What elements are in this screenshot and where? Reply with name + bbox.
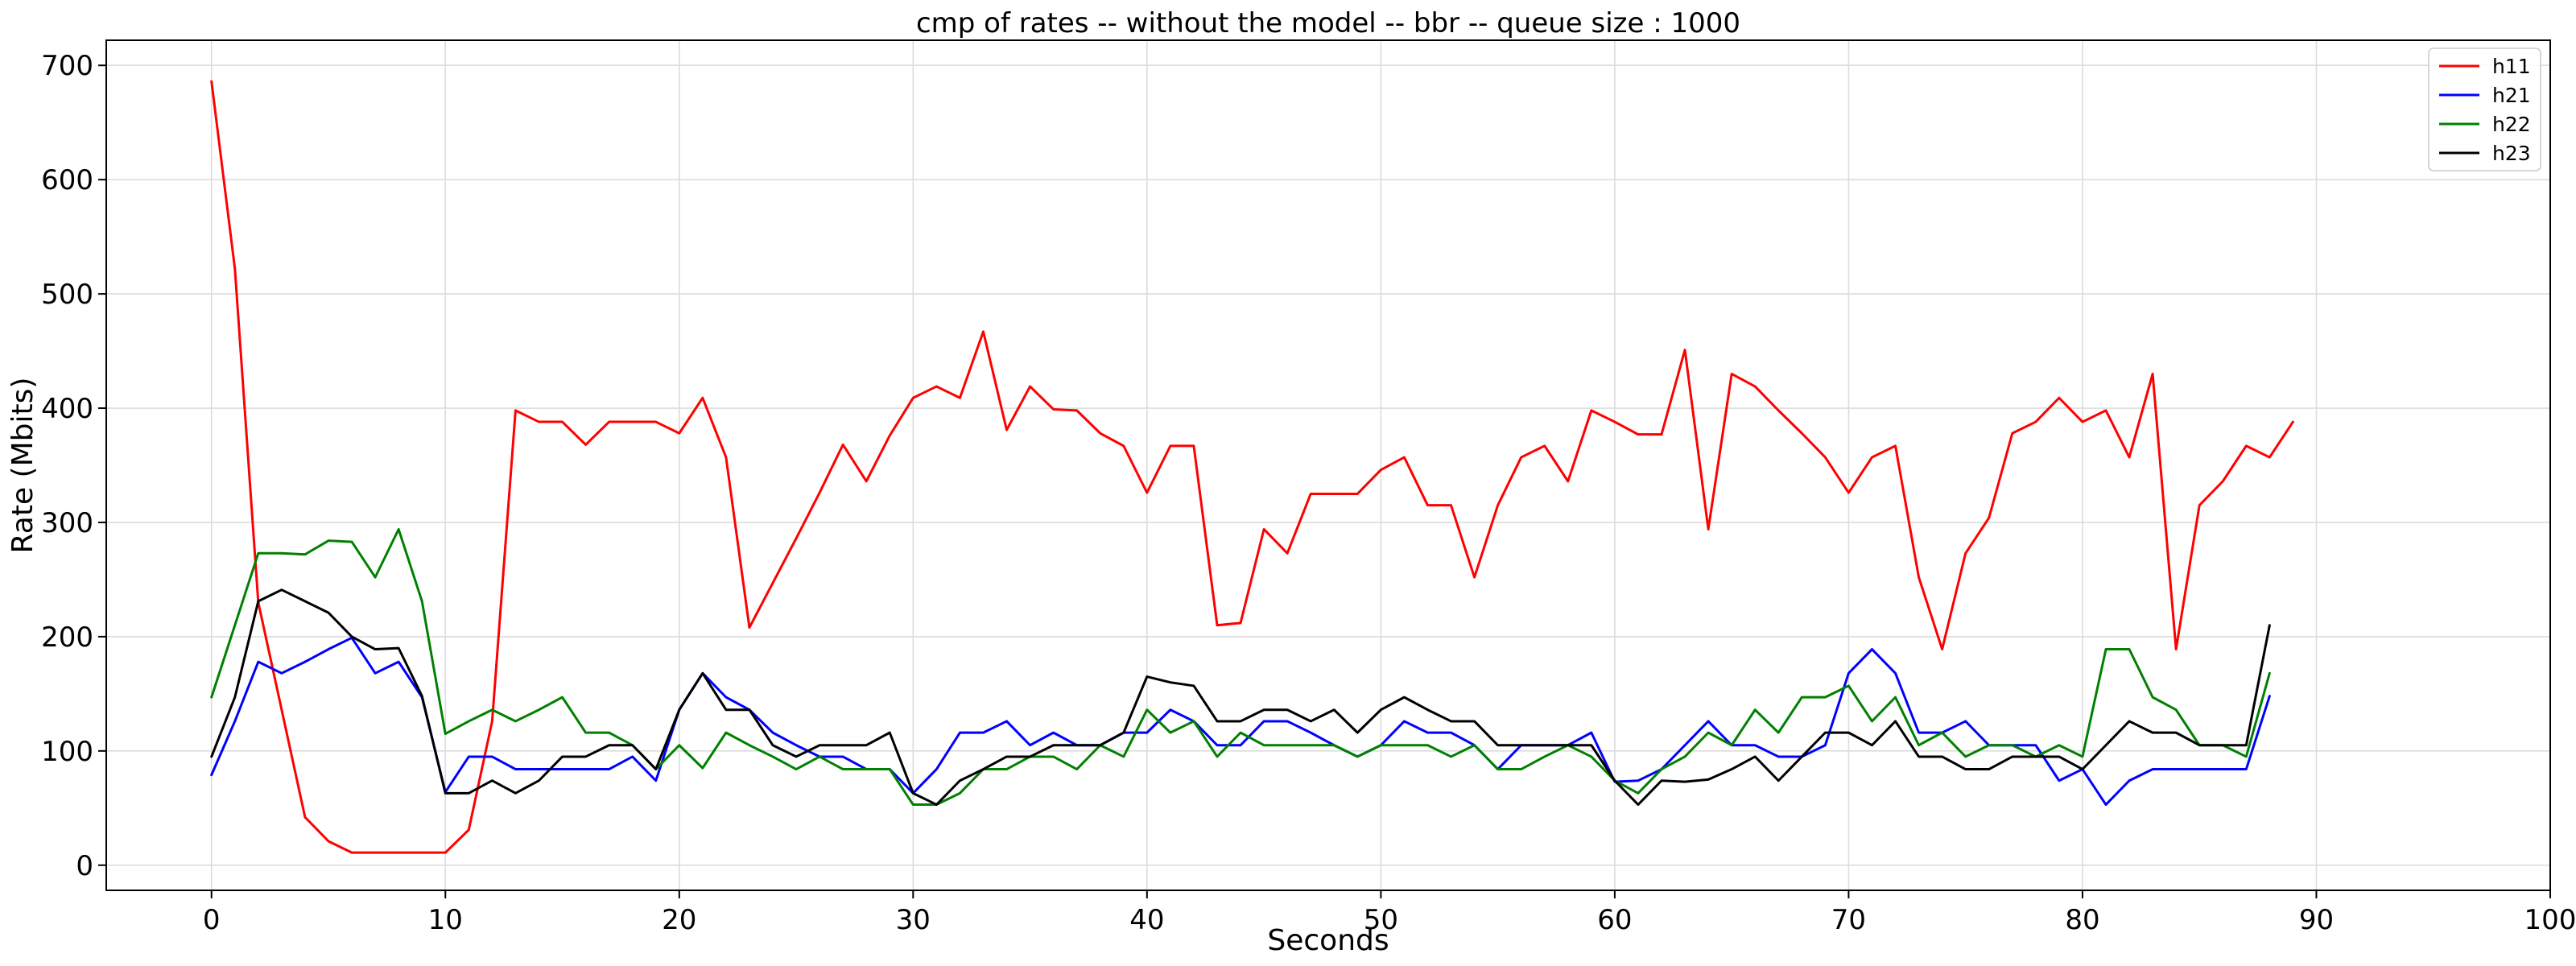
- x-tick-label: 0: [203, 904, 221, 936]
- y-tick-label: 600: [41, 164, 93, 196]
- y-tick-label: 200: [41, 621, 93, 654]
- y-tick-label: 700: [41, 50, 93, 82]
- x-tick-label: 50: [1364, 904, 1398, 936]
- grid-lines: [106, 40, 2551, 890]
- series-line-h23: [210, 588, 2271, 807]
- legend-label-h11: h11: [2492, 55, 2531, 78]
- y-axis-title: Rate (Mbits): [6, 378, 39, 554]
- legend-items: h11 h21 h22 h23: [2439, 55, 2531, 165]
- y-axis-ticks: 0 100 200 300 400 500 600 700: [41, 50, 106, 882]
- x-tick-label: 10: [428, 904, 463, 936]
- y-tick-label: 500: [41, 279, 93, 311]
- legend: h11 h21 h22 h23: [2428, 47, 2541, 171]
- x-tick-label: 60: [1597, 904, 1632, 936]
- x-tick-label: 40: [1129, 904, 1164, 936]
- x-tick-label: 20: [662, 904, 696, 936]
- series-line-h22: [210, 527, 2271, 807]
- x-tick-label: 100: [2524, 904, 2576, 936]
- series-lines: [210, 80, 2294, 854]
- x-axis-title: Seconds: [1267, 924, 1389, 957]
- legend-label-h23: h23: [2492, 142, 2531, 165]
- chart-title: cmp of rates -- without the model -- bbr…: [916, 7, 1740, 39]
- x-tick-label: 90: [2299, 904, 2334, 936]
- x-tick-label: 70: [1831, 904, 1866, 936]
- series-line-h21: [210, 636, 2271, 807]
- legend-box: [2428, 47, 2541, 171]
- x-tick-label: 30: [896, 904, 931, 936]
- x-tick-label: 80: [2065, 904, 2099, 936]
- y-tick-label: 300: [41, 507, 93, 539]
- y-tick-label: 100: [41, 736, 93, 768]
- y-tick-label: 400: [41, 393, 93, 425]
- series-line-h11: [210, 80, 2294, 854]
- y-tick-label: 0: [76, 850, 93, 882]
- legend-label-h21: h21: [2492, 84, 2531, 107]
- x-axis-ticks: 0 10 20 30 40 50 60 70 80 90 100: [203, 890, 2576, 936]
- legend-label-h22: h22: [2492, 113, 2531, 136]
- plot-frame: [105, 39, 2551, 891]
